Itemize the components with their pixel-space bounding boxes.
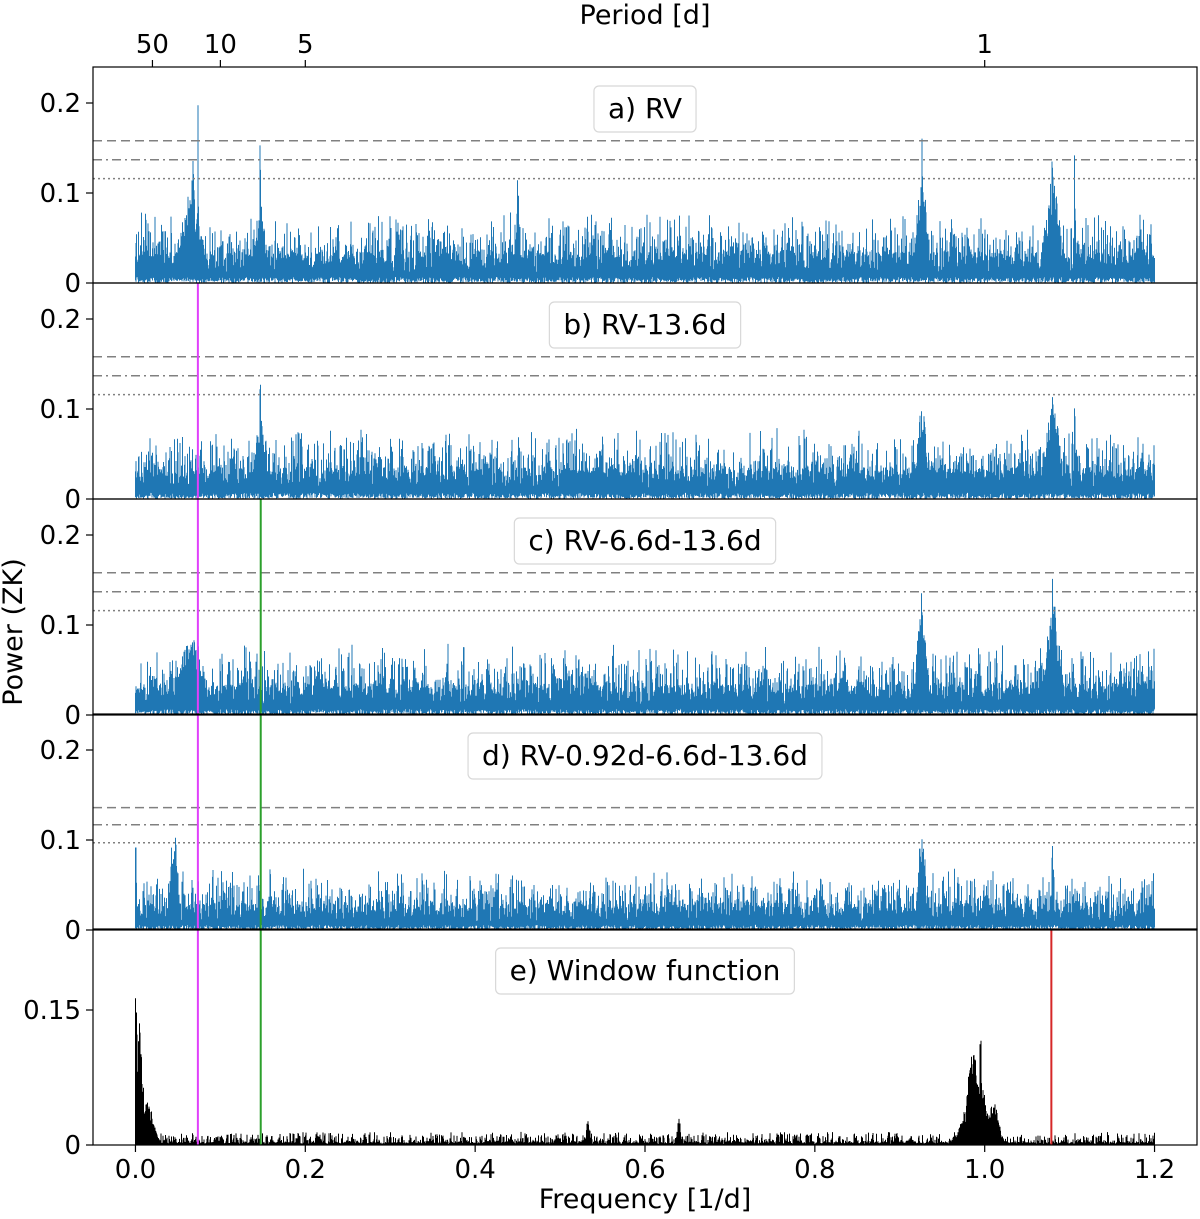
panel-title-box: [467, 732, 823, 780]
y-tick-label: 0: [64, 269, 81, 299]
panel-title: d) RV-0.92d-6.6d-13.6d: [467, 732, 823, 780]
panel-2: [93, 572, 1197, 715]
panel-title-box: [593, 85, 697, 133]
x-tick-label: 0.8: [794, 1155, 835, 1185]
top-tick-label: 1: [976, 30, 993, 60]
top-tick-label: 50: [136, 30, 169, 60]
panel-title-text: d) RV-0.92d-6.6d-13.6d: [482, 739, 808, 772]
x-tick-label: 0.0: [115, 1155, 156, 1185]
y-tick-label: 0: [64, 701, 81, 731]
y-tick-label: 0.2: [40, 736, 81, 766]
panel-3: [93, 806, 1197, 930]
x-axis-title: Frequency [1/d]: [539, 1184, 752, 1215]
y-tick-label: 0.1: [40, 826, 81, 856]
panel-title-text: b) RV-13.6d: [563, 308, 726, 341]
panel-title-box: [513, 517, 777, 565]
y-tick-label: 0.1: [40, 611, 81, 641]
panel-title: e) Window function: [495, 947, 795, 995]
panel-frame: [92, 713, 1198, 931]
top-tick-label: 5: [297, 30, 314, 60]
top-axis-ticks: 50 10 5 1: [136, 30, 993, 67]
panel-1: [93, 356, 1197, 499]
panel-title-box: [495, 947, 795, 995]
x-tick-label: 0.6: [624, 1155, 665, 1185]
y-tick-label: 0.1: [40, 179, 81, 209]
periodogram-trace: [135, 105, 1155, 283]
panel-0: [93, 105, 1197, 283]
y-tick-label: 0.2: [40, 89, 81, 119]
panel-title-text: a) RV: [608, 92, 682, 125]
periodogram-trace: [135, 837, 1155, 930]
panel-titles-layer: a) RV b) RV-13.6d c) RV-6.6d-13.6d d) RV-0.…: [467, 85, 823, 995]
periodogram-trace: [135, 384, 1155, 499]
frames-layer: 0 0.1 0.2 0 0.1 0.2 0 0.1 0.2 0 0.1 0.2 0 0.15: [23, 66, 1198, 1161]
panel-title-box: [548, 301, 742, 349]
x-tick-label: 1.2: [1134, 1155, 1175, 1185]
top-tick-label: 10: [204, 30, 237, 60]
y-tick-label: 0.2: [40, 521, 81, 551]
panel-frame: [92, 498, 1198, 716]
x-axis-ticks: 0.0 0.2 0.4 0.6 0.8 1.0 1.2: [115, 1145, 1175, 1185]
panels-layer: [93, 105, 1197, 1145]
panel-title: c) RV-6.6d-13.6d: [513, 517, 777, 565]
panel-title: b) RV-13.6d: [548, 301, 742, 349]
x-tick-label: 0.4: [454, 1155, 495, 1185]
y-tick-label: 0.15: [23, 996, 81, 1026]
panel-title: a) RV: [593, 85, 697, 133]
y-tick-label: 0.2: [40, 305, 81, 335]
x-tick-label: 1.0: [964, 1155, 1005, 1185]
y-tick-label: 0: [64, 485, 81, 515]
y-tick-label: 0: [64, 916, 81, 946]
y-axis-title: Power (ZK): [0, 558, 29, 706]
periodogram-trace: [135, 578, 1155, 715]
top-axis-title: Period [d]: [580, 0, 711, 31]
panel-title-text: e) Window function: [510, 954, 781, 987]
panel-4: [135, 998, 1155, 1145]
periodogram-trace: [135, 998, 1155, 1145]
y-tick-label: 0.1: [40, 395, 81, 425]
y-tick-label: 0: [64, 1131, 81, 1161]
x-tick-label: 0.2: [285, 1155, 326, 1185]
panel-title-text: c) RV-6.6d-13.6d: [528, 524, 761, 557]
